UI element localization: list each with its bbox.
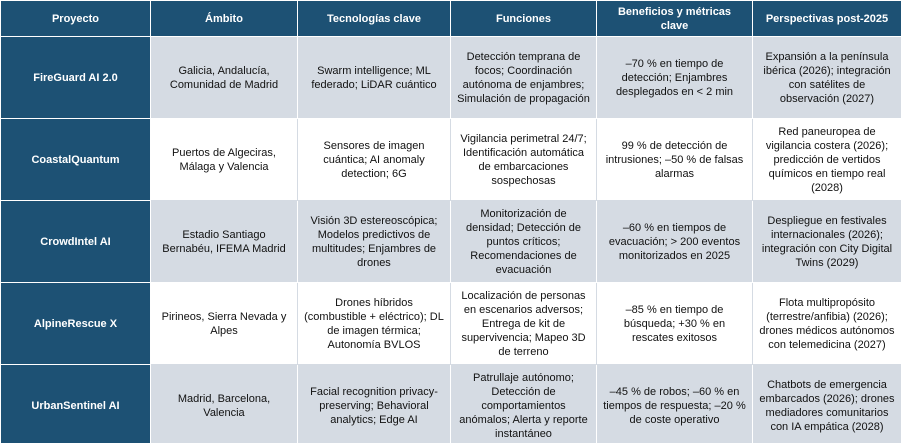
table-cell: Visión 3D estereoscópica; Modelos predic…: [297, 200, 451, 283]
project-cell: CoastalQuantum: [0, 118, 151, 201]
table-cell: Vigilancia perimetral 24/7; Identificaci…: [450, 118, 597, 201]
table-cell: Drones híbridos (combustible + eléctrico…: [297, 282, 451, 365]
table-cell: Puertos de Algeciras, Málaga y Valencia: [150, 118, 298, 201]
table-cell: Monitorización de densidad; Detección de…: [450, 200, 597, 283]
header-cell: Funciones: [450, 0, 597, 37]
header-cell: Ámbito: [150, 0, 298, 37]
project-cell: AlpineRescue X: [0, 282, 151, 365]
table-row: AlpineRescue X Pirineos, Sierra Nevada y …: [0, 282, 901, 365]
table-cell: –60 % en tiempos de evacuación; > 200 ev…: [596, 200, 753, 283]
table-cell: Swarm intelligence; ML federado; LiDAR c…: [297, 36, 451, 119]
header-cell: Perspectivas post-2025: [752, 0, 901, 37]
table-cell: Red paneuropea de vigilancia costera (20…: [752, 118, 901, 201]
project-cell: FireGuard AI 2.0: [0, 36, 151, 119]
table-cell: –70 % en tiempo de detección; Enjambres …: [596, 36, 753, 119]
table-cell: Sensores de imagen cuántica; AI anomaly …: [297, 118, 451, 201]
header-cell: Tecnologías clave: [297, 0, 451, 37]
table-cell: Detección temprana de focos; Coordinació…: [450, 36, 597, 119]
table-cell: Flota multipropósito (terrestre/anfibia)…: [752, 282, 901, 365]
header-row: Proyecto Ámbito Tecnologías clave Funciones…: [0, 0, 901, 37]
table-cell: Facial recognition privacy-preserving; B…: [297, 364, 451, 443]
header-cell: Beneficios y métricas clave: [596, 0, 753, 37]
table-cell: Pirineos, Sierra Nevada y Alpes: [150, 282, 298, 365]
table-body: FireGuard AI 2.0 Galicia, Andalucía, Comu…: [0, 36, 901, 443]
table-cell: Madrid, Barcelona, Valencia: [150, 364, 298, 443]
header-cell: Proyecto: [0, 0, 151, 37]
table-cell: 99 % de detección de intrusiones; –50 % …: [596, 118, 753, 201]
table-cell: Patrullaje autónomo; Detección de compor…: [450, 364, 597, 443]
table-cell: Galicia, Andalucía, Comunidad de Madrid: [150, 36, 298, 119]
table-row: FireGuard AI 2.0 Galicia, Andalucía, Comu…: [0, 36, 901, 119]
project-cell: UrbanSentinel AI: [0, 364, 151, 443]
table-cell: Despliegue en festivales internacionales…: [752, 200, 901, 283]
table-cell: Localización de personas en escenarios a…: [450, 282, 597, 365]
table-row: CrowdIntel AI Estadio Santiago Bernabéu, …: [0, 200, 901, 283]
project-cell: CrowdIntel AI: [0, 200, 151, 283]
table-row: CoastalQuantum Puertos de Algeciras, Mála…: [0, 118, 901, 201]
table-cell: Estadio Santiago Bernabéu, IFEMA Madrid: [150, 200, 298, 283]
table-cell: –45 % de robos; –60 % en tiempos de resp…: [596, 364, 753, 443]
table-cell: Expansión a la península ibérica (2026);…: [752, 36, 901, 119]
table-row: UrbanSentinel AI Madrid, Barcelona, Valen…: [0, 364, 901, 443]
table-cell: Chatbots de emergencia embarcados (2026)…: [752, 364, 901, 443]
table-cell: –85 % en tiempo de búsqueda; +30 % en re…: [596, 282, 753, 365]
